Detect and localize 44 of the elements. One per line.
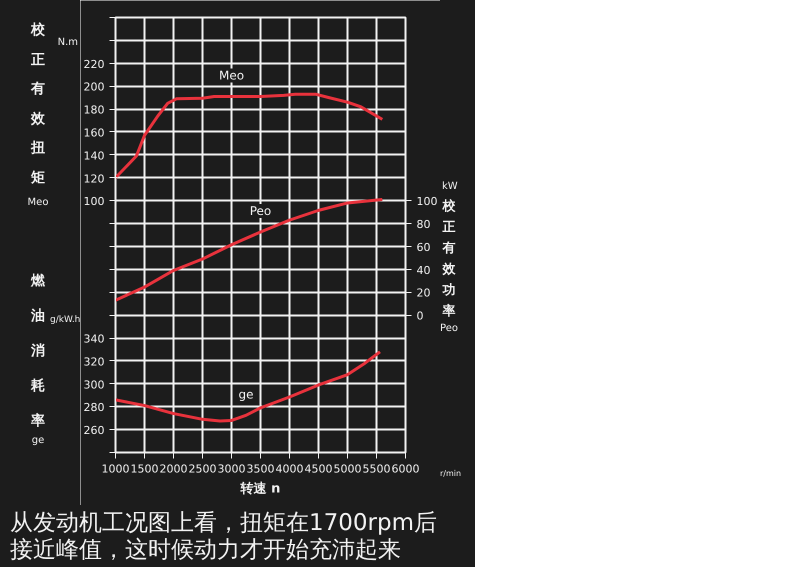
series-label: ge: [238, 387, 254, 402]
y2-axis-title: 校正有效功率 Peo: [440, 198, 458, 336]
line-series: [116, 92, 384, 180]
x-tick-label: 2500: [188, 462, 217, 476]
series-label: Meo: [218, 68, 244, 82]
x-tick-label: 1500: [130, 462, 159, 476]
y2-tick-label: 60: [416, 240, 430, 254]
y-tick-label: 160: [84, 126, 105, 140]
y2-tick-label: 100: [416, 195, 438, 208]
y-tick-label: 140: [84, 149, 105, 162]
y3-tick-label: 320: [84, 355, 105, 368]
x-axis-title: 转速 n: [240, 482, 280, 496]
y3-tick-label: 300: [84, 378, 105, 392]
x-tick-label: 6000: [392, 462, 420, 476]
y-tick-label: 180: [84, 104, 105, 117]
x-tick-label: 5000: [334, 462, 362, 476]
text: g/kW.h: [50, 314, 80, 327]
y-tick-label: 100: [84, 195, 105, 208]
x-tick-label: 1000: [102, 462, 130, 476]
x-tick-label: 3500: [246, 462, 275, 476]
line-series: [116, 198, 384, 302]
text: r/min: [440, 468, 462, 480]
x-tick-label: 4000: [276, 462, 304, 476]
y3-tick-label: 260: [84, 424, 105, 438]
y-tick-label: 200: [84, 80, 105, 94]
y3-tick-label: 280: [84, 401, 105, 414]
y2-tick-label: 20: [416, 286, 430, 300]
text: kW: [442, 180, 458, 194]
y2-tick-label: 80: [416, 218, 430, 232]
series-label: Peo: [250, 204, 272, 218]
y2-tick-label: 40: [416, 264, 430, 277]
y2-tick-label: 0: [416, 310, 424, 323]
y-axis-title: 校正有效扭矩 Meo: [28, 21, 48, 210]
text: 从发动机工况图上看，扭矩在1700rpm后接近峰值，这时候动力才开始充沛起来: [10, 509, 437, 565]
x-tick-label: 4500: [304, 462, 333, 476]
x-tick-label: 5500: [362, 462, 391, 476]
text: 燃油消耗率 ge: [31, 273, 45, 446]
y3-tick-label: 340: [84, 332, 105, 346]
x-tick-label: 2000: [160, 462, 188, 476]
y-tick-label: 120: [84, 172, 105, 186]
text: N.m: [58, 36, 78, 50]
line-series: [116, 350, 382, 423]
x-tick-label: 3000: [218, 462, 246, 476]
y-tick-label: 220: [84, 58, 105, 71]
